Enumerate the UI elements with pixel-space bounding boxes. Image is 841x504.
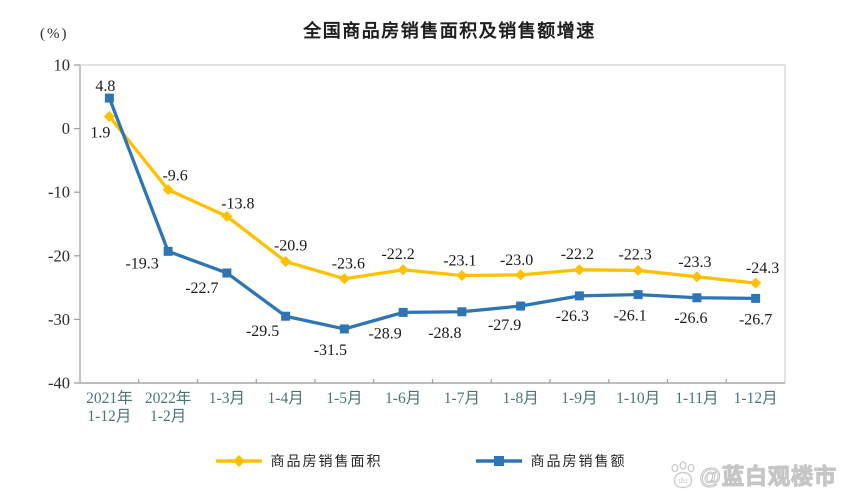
svg-text:1-6月: 1-6月 — [385, 390, 421, 407]
svg-text:1.9: 1.9 — [90, 125, 110, 142]
svg-text:-9.6: -9.6 — [162, 168, 187, 185]
svg-text:1-8月: 1-8月 — [503, 390, 539, 407]
svg-text:-28.9: -28.9 — [368, 325, 401, 342]
svg-text:-19.3: -19.3 — [125, 255, 158, 272]
svg-text:1-12月: 1-12月 — [734, 390, 778, 407]
svg-text:du: du — [678, 476, 687, 485]
x-axis: 2021年 1-12月 2022年 1-2月 1-3月 1-4月 1-5月 1-6月 1-7月 1… — [80, 379, 785, 425]
chart-legend: 商品房销售面积 商品房销售额 — [0, 451, 841, 471]
chart-title: 全国商品房销售面积及销售额增速 — [303, 21, 596, 41]
svg-text:-26.1: -26.1 — [613, 308, 646, 325]
series-line-0 — [103, 111, 762, 289]
svg-text:-22.7: -22.7 — [185, 280, 218, 297]
svg-text:1-5月: 1-5月 — [326, 390, 362, 407]
legend-square-marker-icon — [475, 456, 522, 466]
series-data-labels-0: 1.9 -9.6 -13.8 -20.9 -23.6 -22.2 -23.1 -23.0 -22… — [90, 125, 779, 278]
svg-text:-29.5: -29.5 — [246, 323, 279, 340]
svg-text:-22.2: -22.2 — [561, 246, 594, 263]
svg-text:-30: -30 — [48, 310, 70, 329]
svg-text:1-3月: 1-3月 — [209, 390, 245, 407]
watermark: du @蓝白观楼市 — [668, 459, 837, 491]
svg-text:4.8: 4.8 — [95, 78, 115, 95]
svg-text:1-11月: 1-11月 — [675, 390, 718, 407]
svg-text:1-4月: 1-4月 — [268, 390, 304, 407]
svg-text:-24.3: -24.3 — [746, 260, 779, 277]
svg-text:1-9月: 1-9月 — [561, 390, 597, 407]
legend-diamond-marker-icon — [215, 455, 262, 467]
svg-text:-10: -10 — [48, 183, 70, 202]
legend-item-sales-area: 商品房销售面积 — [215, 451, 383, 471]
svg-text:-28.8: -28.8 — [428, 325, 461, 342]
svg-text:1-7月: 1-7月 — [444, 390, 480, 407]
legend-label-sales-area: 商品房销售面积 — [270, 455, 383, 470]
line-chart-canvas: 10 0 -10 -20 -30 -40 2021年 1-12月 2022年 1-2月 1-3月 1-… — [48, 56, 786, 425]
paw-icon: du — [671, 461, 695, 489]
svg-text:-20.9: -20.9 — [274, 238, 307, 255]
series-data-labels-1: 4.8 -19.3 -22.7 -29.5 -31.5 -28.9 -28.8 -27.9 -2… — [95, 78, 772, 359]
svg-text:-23.0: -23.0 — [500, 252, 533, 269]
legend-item-sales-amount: 商品房销售额 — [475, 451, 627, 471]
svg-text:-22.3: -22.3 — [618, 246, 651, 263]
svg-text:-23.6: -23.6 — [332, 256, 365, 273]
y-axis-unit-label: (%) — [40, 26, 69, 42]
legend-label-sales-amount: 商品房销售额 — [530, 455, 627, 470]
svg-text:-23.1: -23.1 — [443, 253, 476, 270]
svg-text:-26.3: -26.3 — [556, 308, 589, 325]
svg-text:-26.7: -26.7 — [739, 311, 772, 328]
svg-text:-27.9: -27.9 — [488, 317, 521, 334]
series-line-1 — [104, 93, 761, 334]
svg-text:-13.8: -13.8 — [221, 195, 254, 212]
svg-text:-22.2: -22.2 — [381, 246, 414, 263]
svg-text:-31.5: -31.5 — [314, 342, 347, 359]
svg-text:1-10月: 1-10月 — [616, 390, 660, 407]
svg-text:-26.6: -26.6 — [674, 310, 707, 327]
y-axis: 10 0 -10 -20 -30 -40 — [48, 56, 81, 393]
svg-text:0: 0 — [62, 119, 70, 138]
watermark-text: @蓝白观楼市 — [699, 463, 837, 489]
svg-text:10: 10 — [54, 56, 71, 75]
svg-text:-23.3: -23.3 — [678, 254, 711, 271]
svg-text:-40: -40 — [48, 374, 70, 393]
svg-text:-20: -20 — [48, 246, 70, 265]
